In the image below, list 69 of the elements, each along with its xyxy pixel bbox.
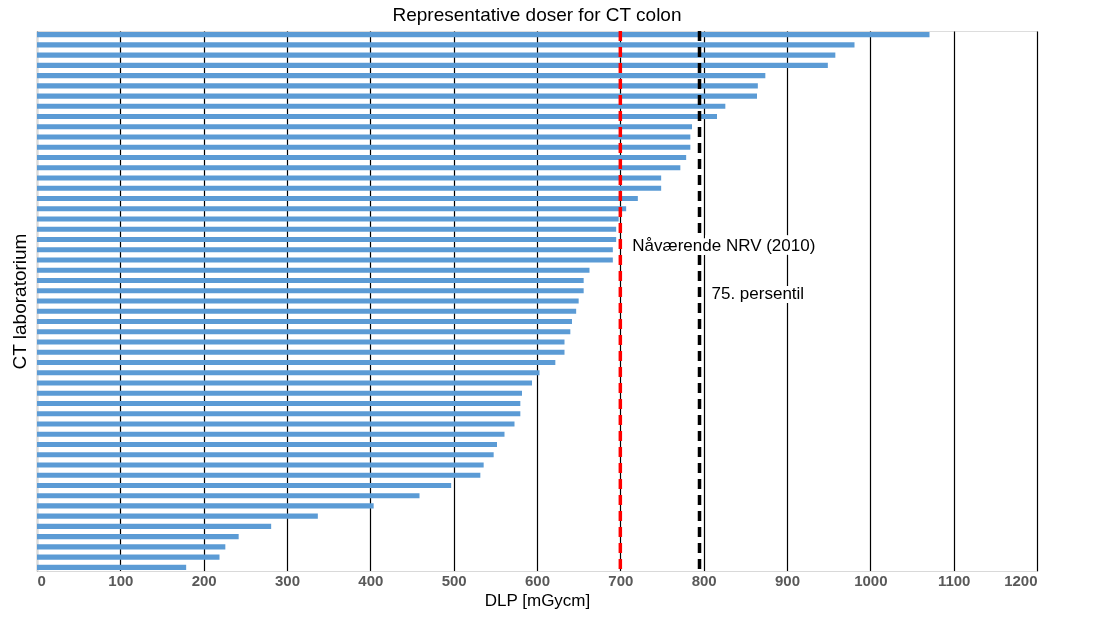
bar [37,288,584,294]
bar [37,206,627,212]
bar [37,185,662,191]
bar [37,114,717,120]
x-tick-label: 700 [608,571,634,589]
bar [37,165,681,171]
bar [37,236,617,243]
bar [37,62,828,68]
bar [37,103,726,109]
bar [37,370,540,376]
bar [37,42,855,48]
x-tick-label: 300 [274,571,301,589]
bar [37,144,691,150]
bar [37,195,638,202]
bar [37,32,930,38]
x-tick-label: 400 [358,571,384,589]
bar [37,247,613,253]
bar [37,564,187,570]
x-tick-label: 1200 [1004,571,1038,589]
y-axis-title: CT laboratorium [8,233,30,370]
bar [37,411,521,417]
x-tick-label: 0 [37,571,46,589]
bar [37,93,757,99]
bar [37,482,452,488]
bar [37,134,691,140]
x-tick-label: 500 [441,571,467,589]
bar [37,339,565,345]
bar [37,298,579,304]
chart-title: Representative doser for CT colon [392,4,682,26]
bar [37,544,226,550]
bar [37,267,590,273]
x-tick-label: 600 [524,571,551,589]
bar [37,400,521,407]
bar [37,318,572,325]
bar [37,83,758,89]
bar [37,462,484,468]
bar [37,421,515,427]
bar [37,534,239,540]
bar [37,380,532,386]
bar [37,452,494,458]
bar [37,216,619,222]
x-axis-title: DLP [mGycm] [484,590,591,610]
bar [37,472,481,478]
bar [37,523,272,529]
bar [37,329,571,335]
bar [37,175,662,181]
bar [37,52,836,58]
bar [37,226,617,232]
x-tick-label: 900 [774,571,801,589]
bar [37,308,577,314]
bar [37,73,766,79]
x-tick-label: 200 [191,571,217,589]
x-tick-label: 1000 [854,571,888,589]
bar [37,441,497,448]
x-tick-label: 100 [108,571,134,589]
x-tick-label: 1100 [937,571,971,589]
bar [37,257,613,263]
bar [37,503,374,509]
bar [37,359,556,366]
x-tick-label: 800 [691,571,717,589]
bar [37,493,420,499]
bar [37,513,318,519]
bar [37,431,505,437]
bar [37,124,692,130]
bar [37,390,522,396]
bar [37,554,220,560]
bar [37,349,565,355]
bar [37,277,584,284]
bar [37,154,687,161]
